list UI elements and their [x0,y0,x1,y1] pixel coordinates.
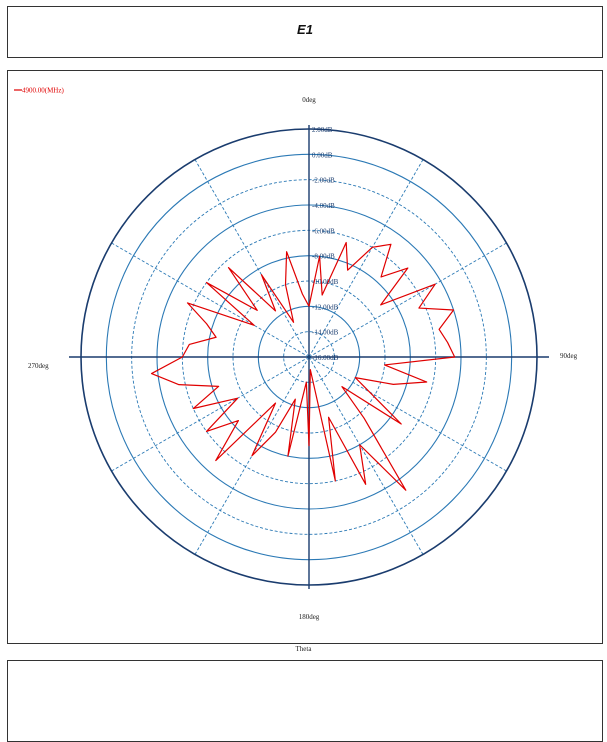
angle-tick-label: 90deg [560,352,578,360]
radial-tick-label: -10.00dB [312,278,339,286]
grid-spoke [308,242,507,358]
outer-ring [80,128,538,586]
series-line [150,241,456,491]
grid-spoke [308,356,507,472]
chart-title: E1 [297,22,313,37]
polar-grid [69,125,549,589]
radial-tick-label: -8.00dB [312,253,335,261]
grid-spoke [111,242,310,358]
legend: 4900.00(MHz) [14,87,64,95]
legend-entry: 4900.00(MHz) [22,87,64,95]
lower-panel [7,660,603,742]
radial-tick-label: -12.00dB [312,303,339,311]
grid-spoke [194,356,310,555]
grid-spoke [308,159,424,358]
radial-tick-label: -4.00dB [312,202,335,210]
angle-tick-label: 180deg [299,613,320,621]
label-layer: 2.00dB 0.00dB -2.00dB -4.00dB -6.00dB -8.00dB… [28,96,578,621]
radial-tick-label: -6.00dB [312,227,335,235]
trace-layer [150,241,456,491]
radial-tick-label: -2.00dB [312,177,335,185]
radial-tick-label: 0.00dB [312,151,333,159]
radial-tick-label: 2.00dB [312,126,333,134]
radial-tick-label: -16.00dB [312,354,339,362]
radial-tick-label: -14.00dB [312,329,339,337]
title-panel: E1 [7,6,603,58]
grid-spoke [308,356,424,555]
x-axis-label: Theta [295,645,312,653]
grid-spoke [194,159,310,358]
angle-tick-label: 270deg [28,362,49,370]
angle-tick-label: 0deg [302,96,316,104]
grid-spoke [111,356,310,472]
